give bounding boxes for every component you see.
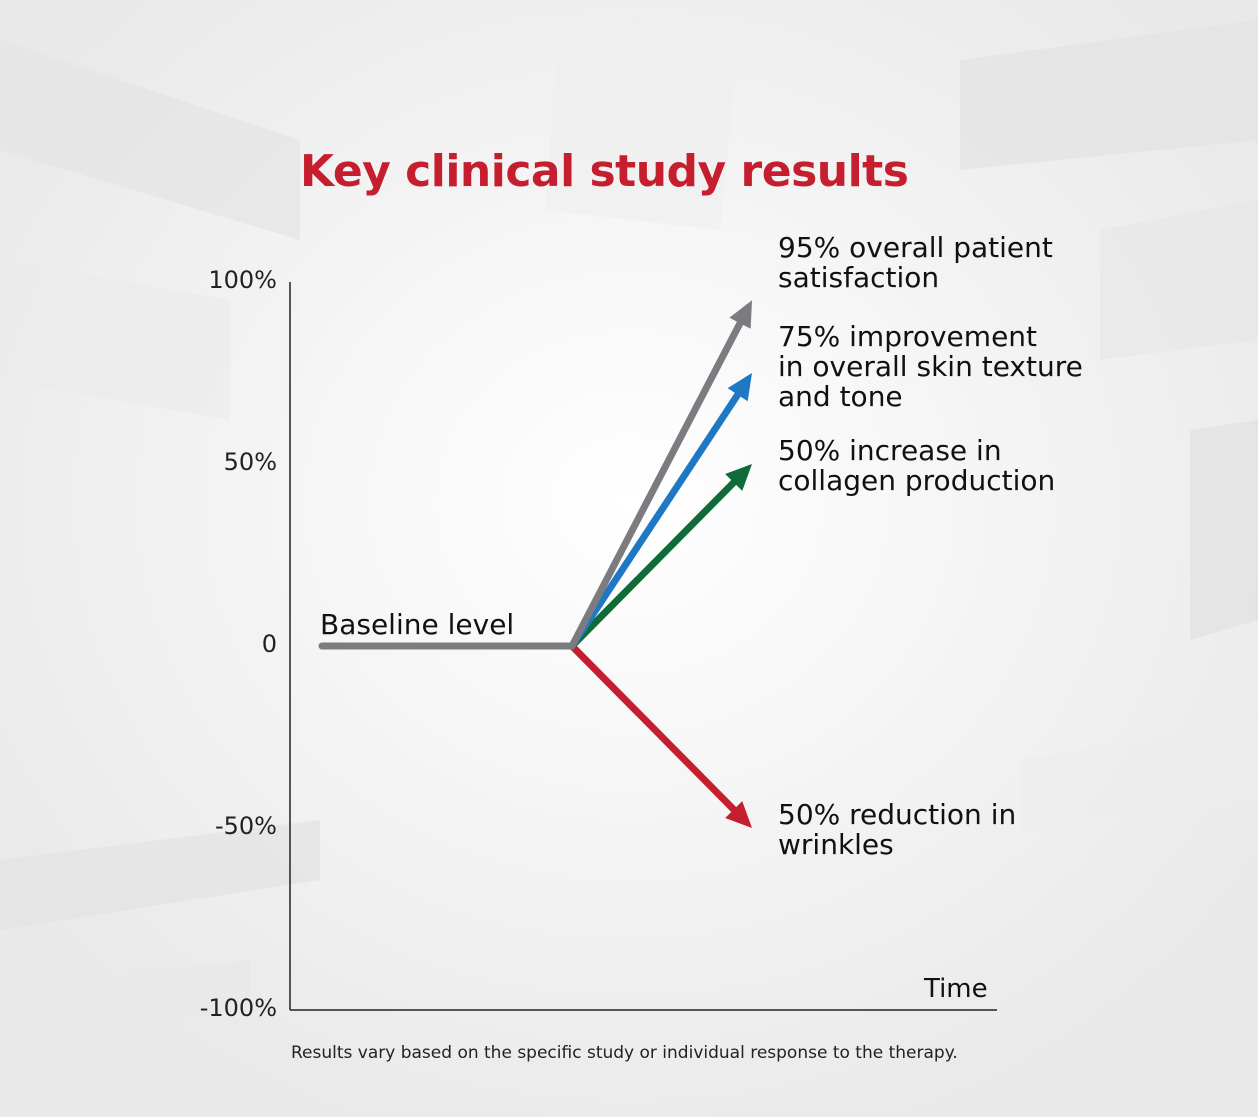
annotation-satisfaction: 95% overall patient satisfaction	[778, 233, 1053, 293]
arrow-head	[725, 464, 752, 491]
annotation-line: 50% reduction in	[778, 798, 1017, 831]
arrow-head	[727, 373, 752, 402]
arrow-shaft	[568, 389, 743, 650]
arrow-head	[729, 300, 752, 329]
annotation-line: 75% improvement	[778, 320, 1038, 353]
annotation-line: wrinkles	[778, 828, 894, 861]
baseline-label: Baseline level	[320, 608, 515, 641]
x-axis-label: Time	[924, 974, 988, 1004]
y-tick-label: 50%	[223, 448, 277, 476]
chart-title: Key clinical study results	[300, 146, 909, 197]
arrow-head	[725, 801, 752, 828]
arrow-shaft	[568, 642, 739, 815]
footnote: Results vary based on the specific study…	[291, 1043, 958, 1063]
annotation-line: 50% increase in	[778, 434, 1002, 467]
annotation-line: 95% overall patient	[778, 231, 1053, 264]
y-tick-label: -100%	[199, 994, 277, 1022]
annotation-line: in overall skin texture	[778, 350, 1083, 383]
y-tick-label: -50%	[214, 812, 277, 840]
annotation-skin-texture: 75% improvement in overall skin texture …	[778, 322, 1083, 412]
arrow-shaft	[568, 317, 745, 650]
annotation-wrinkles: 50% reduction in wrinkles	[778, 800, 1016, 860]
arrow-shaft	[568, 477, 739, 650]
y-tick-label: 100%	[208, 266, 277, 294]
annotation-line: and tone	[778, 380, 903, 413]
y-tick-label: 0	[261, 630, 277, 658]
annotation-line: collagen production	[778, 464, 1056, 497]
annotation-collagen: 50% increase in collagen production	[778, 436, 1055, 496]
annotation-line: satisfaction	[778, 261, 940, 294]
